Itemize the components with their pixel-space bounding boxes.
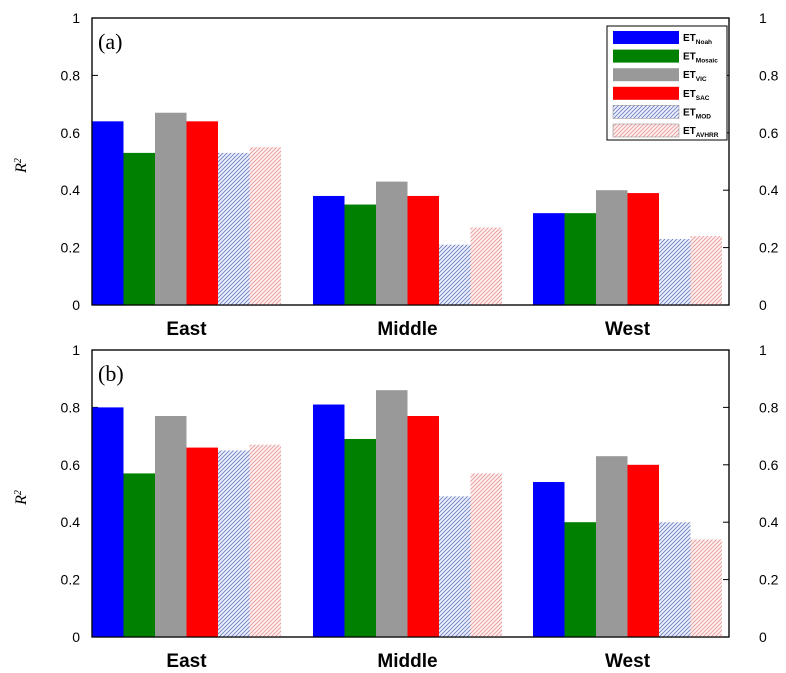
bar-vic-east	[155, 416, 187, 637]
bar-sac-west	[627, 193, 659, 305]
bar-avhrr-west	[690, 539, 722, 637]
bar-sac-east	[186, 121, 218, 305]
legend-swatch-vic	[613, 68, 679, 82]
y-tick-label-left: 0.2	[61, 240, 81, 256]
category-label-east: East	[166, 319, 207, 340]
y-tick-label-left: 0.4	[61, 182, 81, 198]
y-tick-label-right: 0.2	[759, 572, 779, 588]
category-label-west: West	[605, 319, 651, 340]
bar-mosaic-middle	[344, 204, 376, 305]
category-label-middle: Middle	[377, 651, 437, 672]
category-label-west: West	[605, 651, 651, 672]
bar-avhrr-east	[249, 444, 281, 637]
y-tick-label-left: 0.4	[61, 514, 81, 530]
bar-sac-east	[186, 447, 218, 637]
panel-b: 0 0 0.2 0.2 0.4 0.4 0.6 0.6 0.8 0.8 1 1 R2 (b) East Mid…	[13, 342, 779, 672]
y-tick-label-left: 0.8	[61, 399, 81, 415]
panel-label: (b)	[98, 361, 124, 386]
bar-mosaic-west	[564, 213, 596, 305]
category-label-middle: Middle	[377, 319, 437, 340]
bar-noah-west	[533, 482, 565, 637]
bar-mod-west	[659, 522, 691, 637]
y-tick-label-right: 1	[759, 10, 767, 26]
y-tick-label-left: 0.8	[61, 67, 81, 83]
legend-swatch-sac	[613, 86, 679, 100]
y-tick-label-right: 0	[759, 297, 767, 313]
legend-swatch-noah	[613, 31, 679, 44]
legend-entry-mod: ETMOD	[683, 107, 711, 120]
legend-swatch-mod	[612, 105, 680, 119]
legend-entry-mosaic: ETMosaic	[683, 52, 718, 65]
y-tick-label-left: 1	[72, 342, 80, 358]
bar-vic-west	[596, 190, 628, 305]
y-tick-label-right: 1	[759, 342, 767, 358]
plot-frame-overlay	[91, 17, 730, 306]
legend	[606, 25, 728, 141]
legend-swatch-avhrr	[612, 123, 680, 138]
bar-noah-west	[533, 213, 565, 305]
bar-mosaic-east	[123, 152, 155, 305]
y-tick-label-right: 0.6	[759, 457, 779, 473]
plot-frame-overlay	[91, 349, 730, 638]
y-tick-label-left: 0.6	[61, 457, 81, 473]
y-tick-label-right: 0.8	[759, 67, 779, 83]
legend-entry-noah: ETNoah	[683, 33, 712, 46]
bar-avhrr-middle	[470, 227, 502, 305]
bar-mod-east	[218, 450, 250, 637]
bar-vic-middle	[376, 181, 408, 305]
y-tick-label-left: 0	[72, 297, 80, 313]
y-tick-label-right: 0	[759, 629, 767, 645]
legend-swatch-mosaic	[613, 49, 679, 63]
bar-noah-middle	[313, 195, 345, 305]
bar-mod-middle	[439, 496, 471, 637]
bar-avhrr-middle	[470, 473, 502, 637]
bar-mosaic-middle	[344, 438, 376, 637]
panel-label: (a)	[98, 29, 122, 54]
bar-sac-west	[627, 464, 659, 637]
y-tick-label-right: 0.4	[759, 182, 779, 198]
panel-a: 0 0 0.2 0.2 0.4 0.4 0.6 0.6 0.8 0.8 1 1 R2 (a) East Mid…	[13, 10, 779, 340]
y-tick-label-right: 0.4	[759, 514, 779, 530]
y-tick-label-left: 1	[72, 10, 80, 26]
bar-avhrr-west	[690, 236, 722, 305]
bar-vic-east	[155, 112, 187, 306]
y-axis-label: R2	[13, 490, 31, 506]
y-tick-label-right: 0.8	[759, 399, 779, 415]
bar-mosaic-west	[564, 522, 596, 637]
bar-mod-west	[659, 238, 691, 305]
bar-mosaic-east	[123, 473, 155, 637]
bar-vic-middle	[376, 390, 408, 637]
legend-entry-vic: ETVIC	[683, 70, 707, 83]
bar-vic-west	[596, 456, 628, 637]
y-tick-label-right: 0.2	[759, 240, 779, 256]
bar-mod-east	[218, 152, 250, 305]
category-label-east: East	[166, 651, 207, 672]
bar-avhrr-east	[249, 147, 281, 305]
legend-entry-avhrr: ETAVHRR	[683, 126, 719, 139]
bar-sac-middle	[407, 195, 439, 305]
bar-noah-middle	[313, 404, 345, 637]
bar-noah-east	[92, 407, 124, 637]
y-tick-label-left: 0	[72, 629, 80, 645]
y-tick-label-left: 0.2	[61, 572, 81, 588]
bar-mod-middle	[439, 244, 471, 305]
y-tick-label-right: 0.6	[759, 125, 779, 141]
bar-sac-middle	[407, 416, 439, 637]
y-tick-label-left: 0.6	[61, 125, 81, 141]
bar-noah-east	[92, 121, 124, 305]
y-axis-label: R2	[13, 158, 31, 174]
legend-entry-sac: ETSAC	[683, 89, 710, 102]
